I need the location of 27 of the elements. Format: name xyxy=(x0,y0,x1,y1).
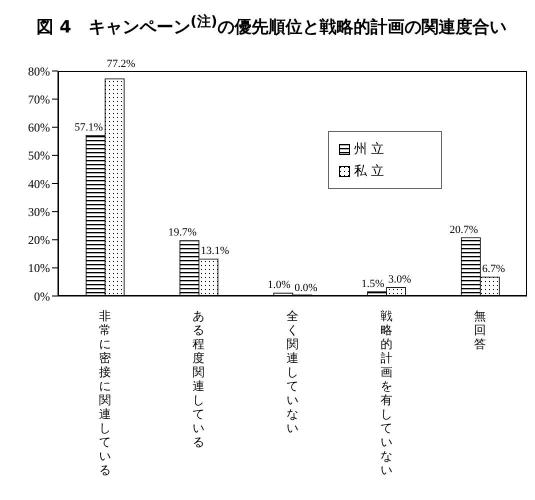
data-label: 13.1% xyxy=(200,245,230,258)
category-label: 全く関連していない xyxy=(286,309,298,435)
y-tick-label: 30% xyxy=(28,204,50,219)
chart-title: 図 4 キャンペーン$^{(注)}$の優先順位と戦略的計画の関連度合い xyxy=(36,12,508,38)
category-label: 非常に密接に関連している xyxy=(98,309,111,477)
legend-label: 州 立 xyxy=(354,141,384,158)
y-tick-label: 80% xyxy=(28,64,50,78)
data-label: 77.2% xyxy=(106,58,136,70)
data-label: 3.0% xyxy=(388,274,412,286)
legend-label: 私 立 xyxy=(354,163,384,180)
y-tick-label: 40% xyxy=(28,176,50,191)
data-label: 0.0% xyxy=(294,282,318,294)
category-label: 戦略的計画を有していない xyxy=(380,309,392,477)
y-tick-label: 70% xyxy=(28,92,50,106)
category-label: ある程度関連している xyxy=(192,309,205,449)
y-tick-label: 10% xyxy=(28,261,50,276)
data-label: 1.5% xyxy=(361,278,384,290)
data-label: 1.0% xyxy=(268,279,290,292)
y-tick-label: 20% xyxy=(28,233,50,248)
y-tick-label: 60% xyxy=(28,120,50,135)
data-label: 6.7% xyxy=(482,263,506,276)
x-tick-label: 無回答 xyxy=(474,309,486,351)
y-tick-label: 50% xyxy=(28,148,50,163)
y-tick-label: 0% xyxy=(34,289,50,304)
data-label: 19.7% xyxy=(168,226,197,239)
data-label: 20.7% xyxy=(450,224,478,236)
data-label: 57.1% xyxy=(74,121,103,134)
